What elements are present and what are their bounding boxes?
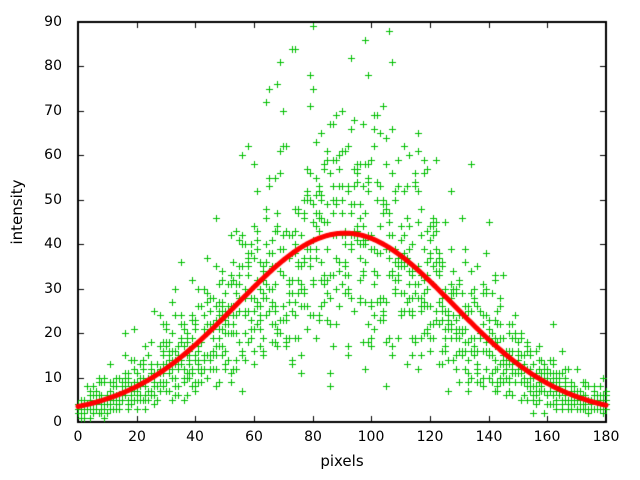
y-axis-label: intensity [8,179,26,245]
y-tick-label: 90 [44,14,62,30]
x-tick-label: 160 [533,429,561,445]
y-tick-label: 40 [44,236,62,252]
x-tick-label: 40 [186,429,204,445]
x-axis-label: pixels [320,452,364,470]
y-tick-label: 0 [53,414,62,430]
x-tick-label: 120 [416,429,444,445]
y-tick-label: 70 [44,103,62,119]
y-tick-label: 30 [44,281,62,297]
x-tick-label: 60 [245,429,263,445]
y-tick-label: 60 [44,147,62,163]
x-tick-label: 180 [592,429,620,445]
y-tick-label: 10 [44,370,62,386]
x-tick-label: 100 [357,429,385,445]
x-tick-label: 80 [304,429,322,445]
x-tick-label: 140 [475,429,503,445]
y-tick-label: 50 [44,192,62,208]
x-tick-label: 20 [128,429,146,445]
y-tick-label: 80 [44,58,62,74]
x-tick-label: 0 [73,429,83,445]
y-tick-label: 20 [44,325,62,341]
